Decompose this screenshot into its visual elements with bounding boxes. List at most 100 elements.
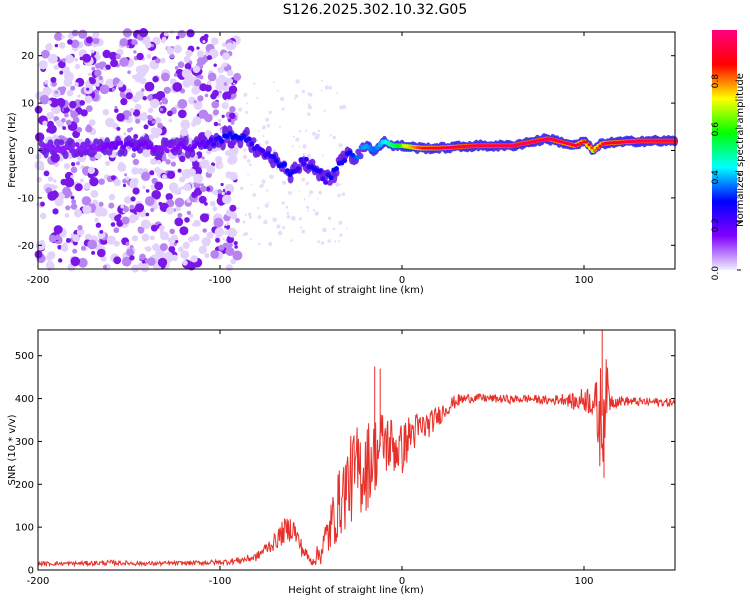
- noise-blob: [329, 134, 332, 137]
- noise-blob: [133, 50, 137, 54]
- noise-blob: [69, 100, 77, 109]
- noise-blob: [196, 151, 203, 158]
- ridge-core: [129, 142, 135, 148]
- noise-blob: [64, 112, 69, 118]
- ridge-core: [118, 140, 124, 146]
- ridge-peak: [473, 144, 476, 148]
- noise-blob: [78, 29, 88, 39]
- noise-blob: [73, 209, 83, 218]
- noise-blob: [229, 171, 238, 181]
- noise-blob: [238, 107, 243, 112]
- noise-blob: [60, 244, 69, 252]
- noise-blob: [221, 191, 225, 196]
- noise-blob: [317, 240, 321, 244]
- noise-blob: [227, 78, 234, 84]
- noise-blob: [217, 123, 221, 126]
- noise-blob: [110, 222, 116, 227]
- noise-blob: [202, 159, 210, 168]
- noise-blob: [113, 178, 122, 187]
- noise-blob: [175, 206, 181, 212]
- noise-blob: [298, 146, 301, 148]
- noise-blob: [230, 120, 235, 125]
- ridge-peak: [535, 139, 539, 143]
- noise-blob: [293, 97, 296, 100]
- ridge-peak: [464, 144, 468, 148]
- noise-blob: [320, 241, 325, 245]
- ridge-peak: [437, 146, 441, 150]
- ridge-peak: [434, 146, 438, 150]
- noise-blob: [47, 191, 57, 201]
- noise-blob: [226, 221, 230, 226]
- noise-blob: [301, 229, 306, 234]
- noise-blob: [65, 54, 74, 64]
- ridge-core: [284, 168, 290, 174]
- noise-blob: [324, 85, 330, 90]
- noise-blob: [53, 225, 63, 235]
- x-tick-label: -100: [209, 275, 232, 286]
- noise-blob: [58, 258, 63, 263]
- ridge-peak: [505, 144, 509, 148]
- noise-blob: [202, 40, 206, 44]
- ridge-peak: [404, 144, 408, 148]
- noise-blob: [213, 217, 224, 228]
- noise-blob: [63, 71, 74, 82]
- noise-blob: [320, 79, 324, 82]
- noise-blob: [116, 126, 121, 131]
- noise-blob: [246, 159, 251, 163]
- noise-blob: [177, 61, 185, 68]
- noise-blob: [161, 156, 167, 162]
- ridge-core: [74, 142, 80, 148]
- noise-blob: [161, 174, 167, 180]
- noise-blob: [131, 152, 136, 157]
- noise-blob: [249, 163, 252, 167]
- noise-blob: [225, 98, 229, 102]
- noise-blob: [80, 245, 86, 251]
- noise-blob: [154, 181, 164, 191]
- ridge-core: [282, 161, 288, 167]
- noise-blob: [124, 196, 132, 204]
- noise-blob: [240, 186, 244, 191]
- noise-blob: [247, 212, 252, 217]
- ridge-peak: [549, 137, 553, 141]
- noise-blob: [98, 178, 105, 185]
- noise-blob: [288, 191, 292, 195]
- noise-blob: [206, 165, 216, 174]
- noise-blob: [339, 233, 343, 237]
- ridge-peak: [497, 144, 501, 148]
- colorbar: 0.0 0.2 0.4 0.6 0.8 Normalized spectral ampl…: [711, 30, 746, 280]
- ridge-peak: [530, 140, 534, 144]
- ridge-core: [134, 145, 140, 151]
- ridge-core: [142, 140, 148, 146]
- noise-blob: [95, 152, 102, 160]
- noise-blob: [86, 87, 90, 91]
- noise-blob: [99, 230, 104, 234]
- noise-blob: [173, 73, 178, 77]
- noise-blob: [143, 124, 149, 130]
- ridge-peak: [639, 139, 643, 143]
- ridge-peak: [538, 138, 542, 142]
- noise-blob: [95, 63, 101, 69]
- noise-blob: [194, 79, 202, 87]
- noise-blob: [120, 98, 128, 106]
- ridge-peak: [625, 140, 629, 144]
- noise-blob: [114, 106, 118, 109]
- noise-blob: [45, 260, 55, 270]
- noise-blob: [265, 117, 270, 122]
- noise-blob: [132, 214, 139, 221]
- noise-blob: [332, 135, 336, 140]
- noise-blob: [61, 118, 66, 123]
- noise-blob: [312, 131, 316, 136]
- ridge-peak: [475, 144, 479, 148]
- noise-blob: [87, 239, 98, 250]
- noise-blob: [165, 193, 173, 201]
- noise-blob: [150, 44, 155, 48]
- noise-blob: [113, 256, 122, 265]
- noise-blob: [92, 205, 96, 210]
- noise-blob: [77, 257, 88, 268]
- noise-blob: [272, 149, 276, 153]
- noise-blob: [72, 234, 80, 243]
- noise-blob: [219, 164, 224, 169]
- noise-blob: [39, 201, 45, 207]
- noise-blob: [122, 183, 127, 188]
- noise-blob: [80, 178, 84, 183]
